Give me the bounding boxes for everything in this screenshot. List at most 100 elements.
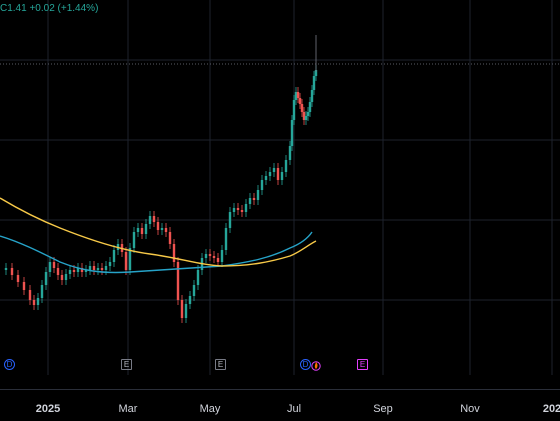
candle-body bbox=[216, 258, 220, 262]
candle-body bbox=[148, 216, 152, 224]
time-axis-label: 2025 bbox=[35, 403, 61, 415]
candle-body bbox=[196, 270, 200, 285]
moving-average-fast-line bbox=[0, 197, 317, 267]
candle-body bbox=[240, 210, 244, 212]
candle-body bbox=[260, 180, 264, 190]
candle-body bbox=[176, 262, 180, 300]
candle-body bbox=[188, 296, 192, 304]
candle-body bbox=[304, 116, 308, 120]
candle-body bbox=[64, 274, 68, 280]
candle-body bbox=[96, 268, 100, 270]
candle-body bbox=[296, 92, 300, 98]
candle-body bbox=[36, 298, 40, 305]
ohlc-legend: C1.41 +0.02 (+1.44%) bbox=[0, 3, 98, 14]
candle-body bbox=[306, 112, 310, 116]
candle-body bbox=[10, 268, 14, 275]
candle-body bbox=[156, 222, 160, 230]
candle-body bbox=[276, 168, 280, 180]
candle-body bbox=[310, 90, 314, 102]
candle-body bbox=[32, 300, 36, 305]
candle-body bbox=[152, 216, 156, 222]
earnings-icon[interactable]: E bbox=[215, 359, 226, 370]
candle-body bbox=[76, 268, 80, 272]
candle-body bbox=[294, 92, 298, 100]
candle-body bbox=[256, 190, 260, 200]
candle-body bbox=[44, 272, 48, 285]
time-axis-label: May bbox=[199, 403, 221, 415]
candle-body bbox=[48, 262, 52, 272]
candlesticks bbox=[4, 35, 318, 323]
candle-body bbox=[248, 198, 252, 204]
candle-body bbox=[16, 275, 20, 282]
candle-body bbox=[268, 172, 272, 176]
candle-body bbox=[212, 256, 216, 258]
candle-body bbox=[164, 228, 168, 232]
time-axis[interactable]: 2025 Mar May Jul Sep Nov 202 bbox=[0, 389, 560, 421]
candle-body bbox=[252, 198, 256, 200]
time-axis-label: Jul bbox=[286, 403, 302, 415]
candle-body bbox=[128, 248, 132, 270]
grid-lines bbox=[0, 0, 560, 375]
candle-body bbox=[204, 254, 208, 258]
candle-body bbox=[52, 262, 56, 268]
candle-body bbox=[280, 172, 284, 180]
candle-body bbox=[60, 275, 64, 280]
dividend-icon[interactable]: D bbox=[4, 359, 15, 370]
earnings-icon[interactable]: E bbox=[121, 359, 132, 370]
candle-body bbox=[56, 268, 60, 275]
chart-canvas[interactable] bbox=[0, 0, 560, 375]
candle-body bbox=[172, 244, 176, 262]
time-axis-label: 202 bbox=[542, 403, 560, 415]
candle-body bbox=[208, 254, 212, 256]
candle-body bbox=[224, 228, 228, 250]
upcoming-earnings-icon[interactable]: E bbox=[357, 359, 368, 370]
moving-average-slow-line bbox=[0, 231, 313, 274]
candle-body bbox=[298, 98, 302, 104]
candle-body bbox=[288, 146, 292, 160]
candle-body bbox=[144, 224, 148, 234]
candle-body bbox=[92, 266, 96, 270]
candle-body bbox=[84, 270, 88, 272]
candle-body bbox=[300, 104, 304, 112]
candle-body bbox=[308, 102, 312, 112]
candle-body bbox=[168, 232, 172, 244]
candle-body bbox=[22, 282, 26, 290]
candle-body bbox=[136, 228, 140, 232]
candle-body bbox=[302, 112, 306, 120]
price-chart[interactable]: C1.41 +0.02 (+1.44%) bbox=[0, 0, 560, 375]
candle-body bbox=[108, 262, 112, 266]
candle-body bbox=[80, 268, 84, 272]
candle-body bbox=[290, 120, 294, 146]
close-value: C1.41 bbox=[0, 3, 27, 14]
flame-icon[interactable] bbox=[311, 358, 321, 371]
candle-body bbox=[112, 250, 116, 262]
candle-body bbox=[284, 160, 288, 172]
candle-body bbox=[292, 100, 296, 120]
candle-body bbox=[124, 252, 128, 270]
candle-body bbox=[272, 168, 276, 172]
events-row bbox=[0, 375, 560, 389]
candle-body bbox=[72, 270, 76, 272]
candle-body bbox=[140, 228, 144, 234]
candle-body bbox=[244, 204, 248, 212]
candle-body bbox=[40, 285, 44, 298]
candle-body bbox=[192, 285, 196, 296]
dividend-icon[interactable]: D bbox=[300, 359, 311, 370]
candle-body bbox=[220, 250, 224, 262]
candle-body bbox=[104, 266, 108, 270]
candle-body bbox=[264, 176, 268, 180]
time-axis-label: Nov bbox=[460, 403, 480, 415]
candle-body bbox=[132, 232, 136, 248]
candle-body bbox=[184, 304, 188, 318]
candle-body bbox=[160, 228, 164, 230]
candle-body bbox=[232, 208, 236, 212]
time-axis-label: Sep bbox=[373, 403, 393, 415]
candle-body bbox=[180, 300, 184, 318]
candle-body bbox=[236, 208, 240, 210]
candle-body bbox=[4, 268, 8, 270]
candle-body bbox=[312, 76, 316, 90]
time-axis-label: Mar bbox=[118, 403, 138, 415]
candle-body bbox=[100, 268, 104, 270]
candle-body bbox=[228, 212, 232, 228]
candle-body bbox=[314, 70, 318, 76]
